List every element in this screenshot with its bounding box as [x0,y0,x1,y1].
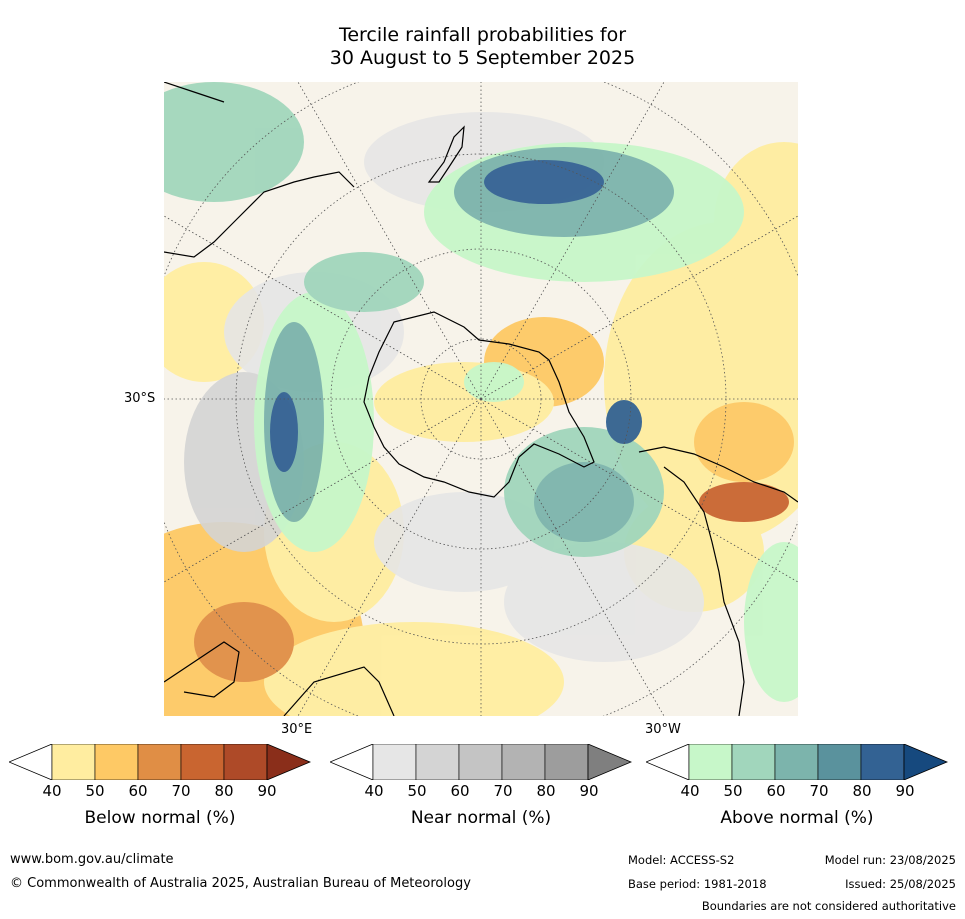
colorbar-below-label: Below normal (%) [84,808,236,828]
footer-model-run: Model run: 23/08/2025 [824,853,956,867]
tick-label: 70 [493,782,513,800]
colorbar-segment [94,744,139,780]
colorbar-segment [501,744,546,780]
tick-label: 80 [214,782,234,800]
colorbar-extend-low [9,744,53,780]
tick-label: 40 [680,782,700,800]
colorbar-above-label: Above normal (%) [720,808,874,828]
colorbar-extend-high [266,744,311,780]
colorbar-segment [180,744,225,780]
chart-title-line2: 30 August to 5 September 2025 [329,47,636,69]
tick-label: 80 [852,782,872,800]
colorbar-segment [372,744,417,780]
colorbar-near [330,744,632,780]
colorbar-segment [774,744,819,780]
africa-coastline [164,641,395,716]
colorbar-segment [544,744,589,780]
tick-label: 60 [766,782,786,800]
antarctica-coastline [363,311,595,498]
colorbar-segment [415,744,460,780]
footer-disclaimer: Boundaries are not considered authoritat… [701,899,956,913]
tick-label: 70 [171,782,191,800]
south-america-coastline [638,446,798,716]
footer-base-period: Base period: 1981-2018 [628,877,767,891]
australia-coastline [164,82,355,258]
footer-url: www.bom.gov.au/climate [10,852,174,867]
colorbar-segment [817,744,862,780]
tick-label: 90 [257,782,277,800]
tick-label: 40 [42,782,62,800]
tick-label: 50 [407,782,427,800]
new-zealand-coastline [427,125,465,183]
colorbar-near-label: Near normal (%) [410,808,552,828]
colorbar-segment [688,744,733,780]
probability-map [164,82,798,716]
footer-copyright: © Commonwealth of Australia 2025, Austra… [10,876,471,891]
lon-label-30w: 30°W [645,722,681,737]
lon-label-30e: 30°E [281,722,313,737]
colorbar-extend-high [587,744,632,780]
above-normal-regions [164,82,798,702]
coastlines [164,82,798,716]
colorbar-segment [458,744,503,780]
colorbar-extend-high [903,744,948,780]
tick-label: 50 [85,782,105,800]
graticule [164,82,798,716]
colorbar-below [9,744,311,780]
colorbar-segment [731,744,776,780]
colorbar-extend-low [330,744,374,780]
footer-issued: Issued: 25/08/2025 [845,877,956,891]
tick-label: 60 [450,782,470,800]
colorbar-segment [223,744,268,780]
colorbar-above [646,744,948,780]
tick-label: 50 [723,782,743,800]
colorbar-segment [51,744,96,780]
colorbar-segment [860,744,905,780]
footer-model: Model: ACCESS-S2 [628,853,735,867]
lat-label-30s: 30°S [124,391,156,406]
tick-label: 60 [128,782,148,800]
tick-label: 90 [579,782,599,800]
colorbar-segment [137,744,182,780]
tick-label: 70 [809,782,829,800]
tick-label: 80 [536,782,556,800]
chart-title-line1: Tercile rainfall probabilities for [338,24,627,46]
colorbar-extend-low [646,744,690,780]
tick-label: 90 [895,782,915,800]
tick-label: 40 [364,782,384,800]
